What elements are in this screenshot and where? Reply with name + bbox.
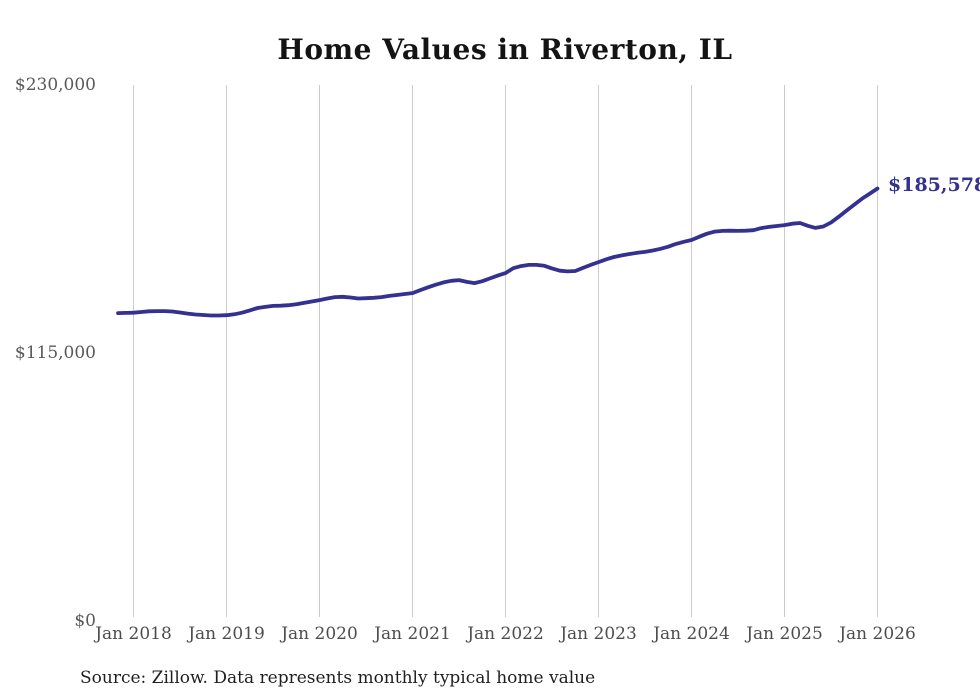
x-axis-label: Jan 2022 (467, 624, 544, 644)
x-axis-label: Jan 2020 (281, 624, 358, 644)
x-axis-label: Jan 2026 (839, 624, 916, 644)
y-axis-label: $230,000 (14, 75, 96, 95)
x-axis-label: Jan 2025 (746, 624, 823, 644)
x-axis-label: Jan 2021 (374, 624, 451, 644)
latest-value-label: $185,578 (888, 173, 980, 196)
home-value-line (116, 186, 880, 318)
y-axis-label: $115,000 (14, 343, 96, 363)
x-axis-label: Jan 2019 (188, 624, 265, 644)
x-axis-label: Jan 2018 (95, 624, 172, 644)
x-axis-label: Jan 2023 (560, 624, 637, 644)
source-note: Source: Zillow. Data represents monthly … (80, 668, 596, 688)
chart-title: Home Values in Riverton, IL (277, 33, 733, 66)
x-axis-label: Jan 2024 (653, 624, 730, 644)
y-axis-label: $0 (74, 611, 96, 631)
